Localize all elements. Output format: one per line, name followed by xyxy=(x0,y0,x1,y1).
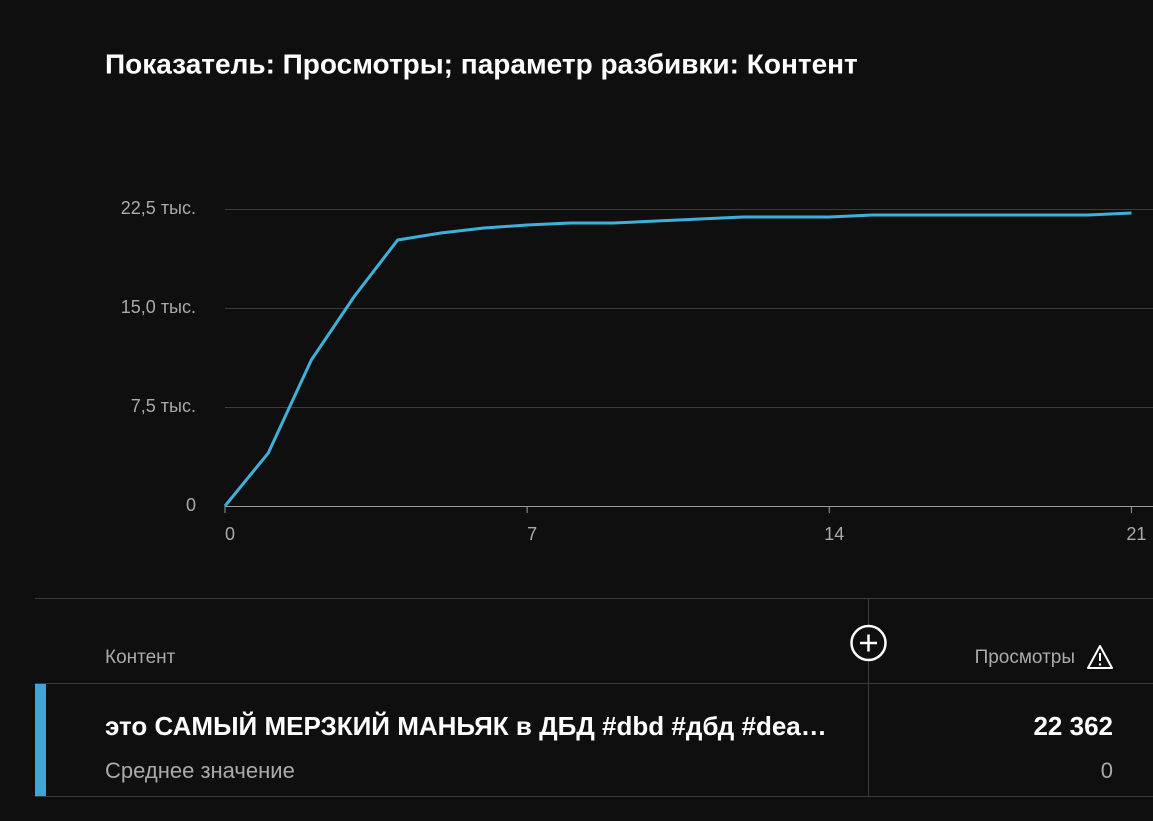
column-header[interactable]: Просмотры xyxy=(975,647,1075,668)
content-title[interactable]: это САМЫЙ МЕРЗКИЙ МАНЬЯК в ДБД #dbd #дбд… xyxy=(105,711,827,741)
y-tick-label: 22,5 тыс. xyxy=(121,198,196,218)
plot: 0 7,5 тыс. 15,0 тыс. 22,5 тыс. 0 7 14 21 xyxy=(121,198,1153,544)
series-line xyxy=(223,211,1132,507)
x-tick-label: 21 xyxy=(1126,524,1146,544)
views-value: 22 362 xyxy=(1033,711,1113,741)
y-tick-label: 0 xyxy=(186,495,196,515)
x-tick-label: 0 xyxy=(225,524,235,544)
x-tick-label: 7 xyxy=(527,524,537,544)
average-label: Среднее значение xyxy=(105,758,295,783)
average-value: 0 xyxy=(1101,758,1113,783)
column-header: Контент xyxy=(105,647,176,668)
warning-icon[interactable] xyxy=(1087,645,1113,669)
y-tick-label: 7,5 тыс. xyxy=(131,396,196,416)
x-tick-label: 14 xyxy=(824,524,844,544)
chart-title: Показатель: Просмотры; параметр разбивки… xyxy=(105,48,858,79)
series-color-indicator xyxy=(35,684,46,796)
add-column-button[interactable] xyxy=(850,624,887,662)
y-tick-label: 15,0 тыс. xyxy=(121,297,196,317)
